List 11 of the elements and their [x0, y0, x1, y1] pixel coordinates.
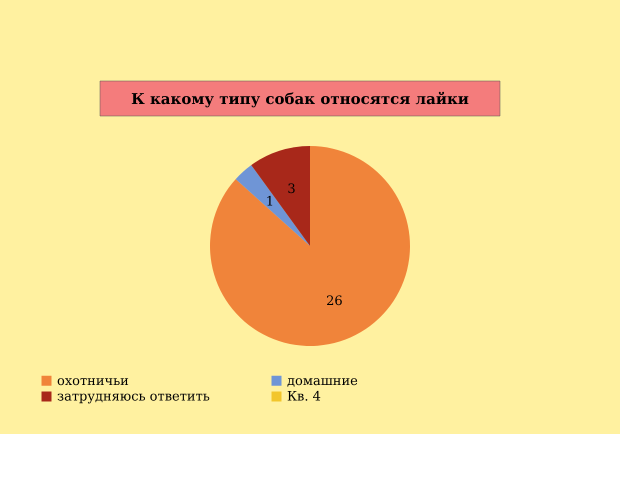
- data-label: 3: [287, 182, 296, 197]
- data-label: 26: [326, 294, 343, 309]
- pie-slice: [236, 165, 310, 246]
- data-label: 1: [266, 194, 274, 210]
- legend-label: домашние: [287, 374, 358, 389]
- legend-label: затрудняюсь ответить: [57, 390, 210, 404]
- legend-label: Кв. 4: [287, 390, 321, 404]
- pie-slice: [210, 146, 410, 346]
- legend-label: охотничьи: [57, 374, 129, 389]
- chart-title: К какому типу собак относятся лайки: [131, 90, 469, 108]
- pie-slice: [251, 146, 310, 246]
